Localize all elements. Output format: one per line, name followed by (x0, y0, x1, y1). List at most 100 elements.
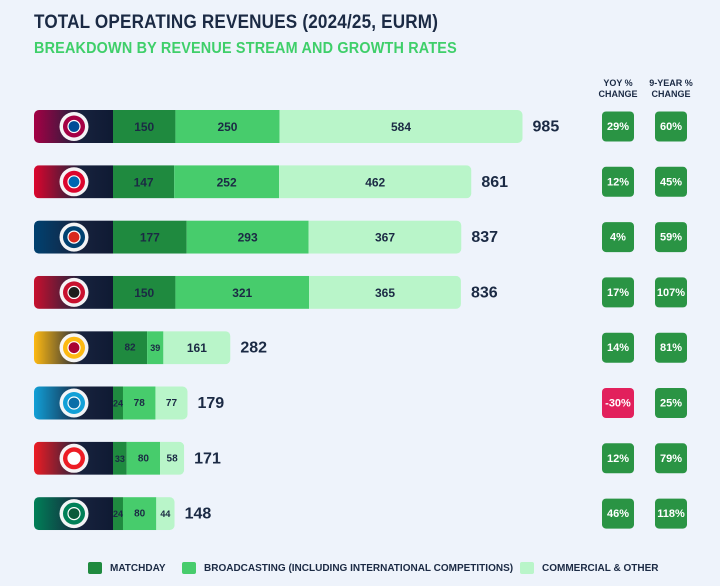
bar-row (34, 275, 461, 309)
bar-clipped (34, 386, 188, 420)
yoy-badge-label: 12% (607, 176, 629, 188)
bar-segment-commercial (279, 165, 472, 199)
yoy-badge-label: 29% (607, 121, 629, 133)
club-crest-core (67, 396, 81, 410)
bar-segment-commercial (160, 441, 185, 475)
bar-segment-broadcasting (174, 165, 280, 199)
nine-year-badge (655, 498, 687, 529)
yoy-badge-label: 14% (607, 342, 629, 354)
nine-year-badge-label: 79% (660, 453, 682, 465)
bar-segment-matchday (113, 441, 127, 475)
yoy-badge (602, 277, 634, 308)
nine-year-badge-label: 107% (657, 287, 685, 299)
yoy-badge-label: 46% (607, 508, 629, 520)
bar-value-label: 82 (125, 343, 137, 354)
bar-value-label: 33 (115, 454, 125, 464)
nine-year-badge (655, 443, 687, 474)
bar-value-label: 39 (150, 343, 160, 353)
bar-value-label: 367 (375, 231, 395, 245)
yoy-badge-label: 4% (610, 232, 626, 244)
bar-total-label: 148 (185, 506, 212, 523)
bar-segment-broadcasting (175, 110, 280, 143)
club-crest-core (67, 119, 81, 134)
revenue-chart: 150 250 584 985 29% 60% 147 252 462 861 12% 45% 177 2… (34, 110, 687, 531)
club-crest-core (67, 285, 81, 299)
club-crest-core (67, 341, 81, 355)
legend-swatch-broadcasting (182, 562, 196, 574)
club-crest-core (67, 230, 81, 244)
bar-segment-commercial (163, 331, 231, 365)
bar-value-label: 80 (134, 509, 146, 520)
yoy-badge (602, 111, 634, 142)
bar-segment-commercial (309, 275, 461, 309)
yoy-badge-label: -30% (605, 398, 631, 410)
bar-clipped (34, 220, 462, 254)
bar-row (34, 331, 231, 365)
yoy-column-header: YOY % CHANGE (598, 78, 638, 99)
bar-total-label: 282 (240, 340, 267, 357)
nine-year-badge-label: 118% (657, 508, 685, 520)
nine-year-badge (655, 166, 687, 197)
bar-segment-matchday (113, 497, 123, 531)
yoy-badge (602, 388, 634, 418)
bar-clipped (34, 165, 472, 199)
yoy-badge (602, 332, 634, 363)
bar-value-label: 293 (238, 231, 258, 245)
page-subtitle: BREAKDOWN BY REVENUE STREAM AND GROWTH R… (34, 40, 457, 57)
bar-segment-matchday (113, 110, 176, 143)
bar-total-label: 179 (197, 395, 224, 412)
nine-year-badge-label: 25% (660, 398, 682, 410)
nine-year-badge (655, 277, 687, 308)
yoy-badge-label: 12% (607, 453, 629, 465)
bar-value-label: 252 (217, 175, 237, 189)
bar-segment-matchday (113, 331, 148, 365)
bar-value-label: 150 (134, 286, 154, 300)
bar-row (34, 110, 523, 143)
bar-value-label: 250 (217, 120, 237, 134)
bar-value-label: 321 (232, 286, 252, 300)
bar-total-label: 171 (194, 450, 221, 467)
bar-segment-matchday (113, 165, 175, 199)
nine-year-column-header: 9-YEAR % CHANGE (649, 78, 693, 99)
bar-total-label: 861 (481, 174, 508, 191)
nine-year-badge (655, 388, 687, 418)
bar-total-label: 837 (471, 229, 498, 246)
bar-value-label: 24 (113, 509, 123, 519)
page-title: TOTAL OPERATING REVENUES (2024/25, EURM) (34, 12, 439, 33)
bar-row (34, 497, 175, 531)
bar-value-label: 80 (138, 453, 150, 464)
bar-segment-broadcasting (126, 441, 161, 475)
legend-swatch-matchday (88, 562, 102, 574)
bar-row (34, 386, 188, 420)
bar-row (34, 220, 462, 254)
legend-item-commercial: COMMERCIAL & OTHER (520, 562, 658, 574)
bar-segment-commercial (156, 497, 175, 531)
nine-year-badge (655, 222, 687, 253)
nine-year-badge (655, 111, 687, 142)
yoy-badge (602, 443, 634, 474)
bar-segment-broadcasting (186, 220, 309, 254)
bar-value-label: 24 (113, 399, 123, 409)
bar-segment-broadcasting (175, 275, 310, 309)
club-crest-core (67, 175, 81, 189)
bar-value-label: 365 (375, 286, 395, 300)
bar-segment-broadcasting (122, 386, 156, 420)
legend-label-matchday: MATCHDAY (110, 562, 166, 574)
bar-total-label: 985 (533, 119, 560, 136)
club-crest-core (67, 451, 81, 465)
legend-item-matchday: MATCHDAY (88, 562, 166, 574)
bar-value-label: 78 (134, 398, 146, 409)
bar-clipped (34, 110, 523, 143)
bar-row (34, 441, 185, 475)
bar-value-label: 177 (140, 231, 160, 245)
yoy-badge (602, 222, 634, 253)
bar-segment-matchday (113, 386, 123, 420)
bar-value-label: 161 (187, 341, 207, 355)
nine-year-badge-label: 45% (660, 176, 682, 188)
bar-segment-matchday (113, 275, 176, 309)
bar-row (34, 165, 472, 199)
bar-clipped (34, 497, 175, 531)
bar-value-label: 584 (391, 120, 411, 134)
legend-item-broadcasting: BROADCASTING (INCLUDING INTERNATIONAL CO… (182, 562, 513, 574)
legend-swatch-commercial (520, 562, 534, 574)
